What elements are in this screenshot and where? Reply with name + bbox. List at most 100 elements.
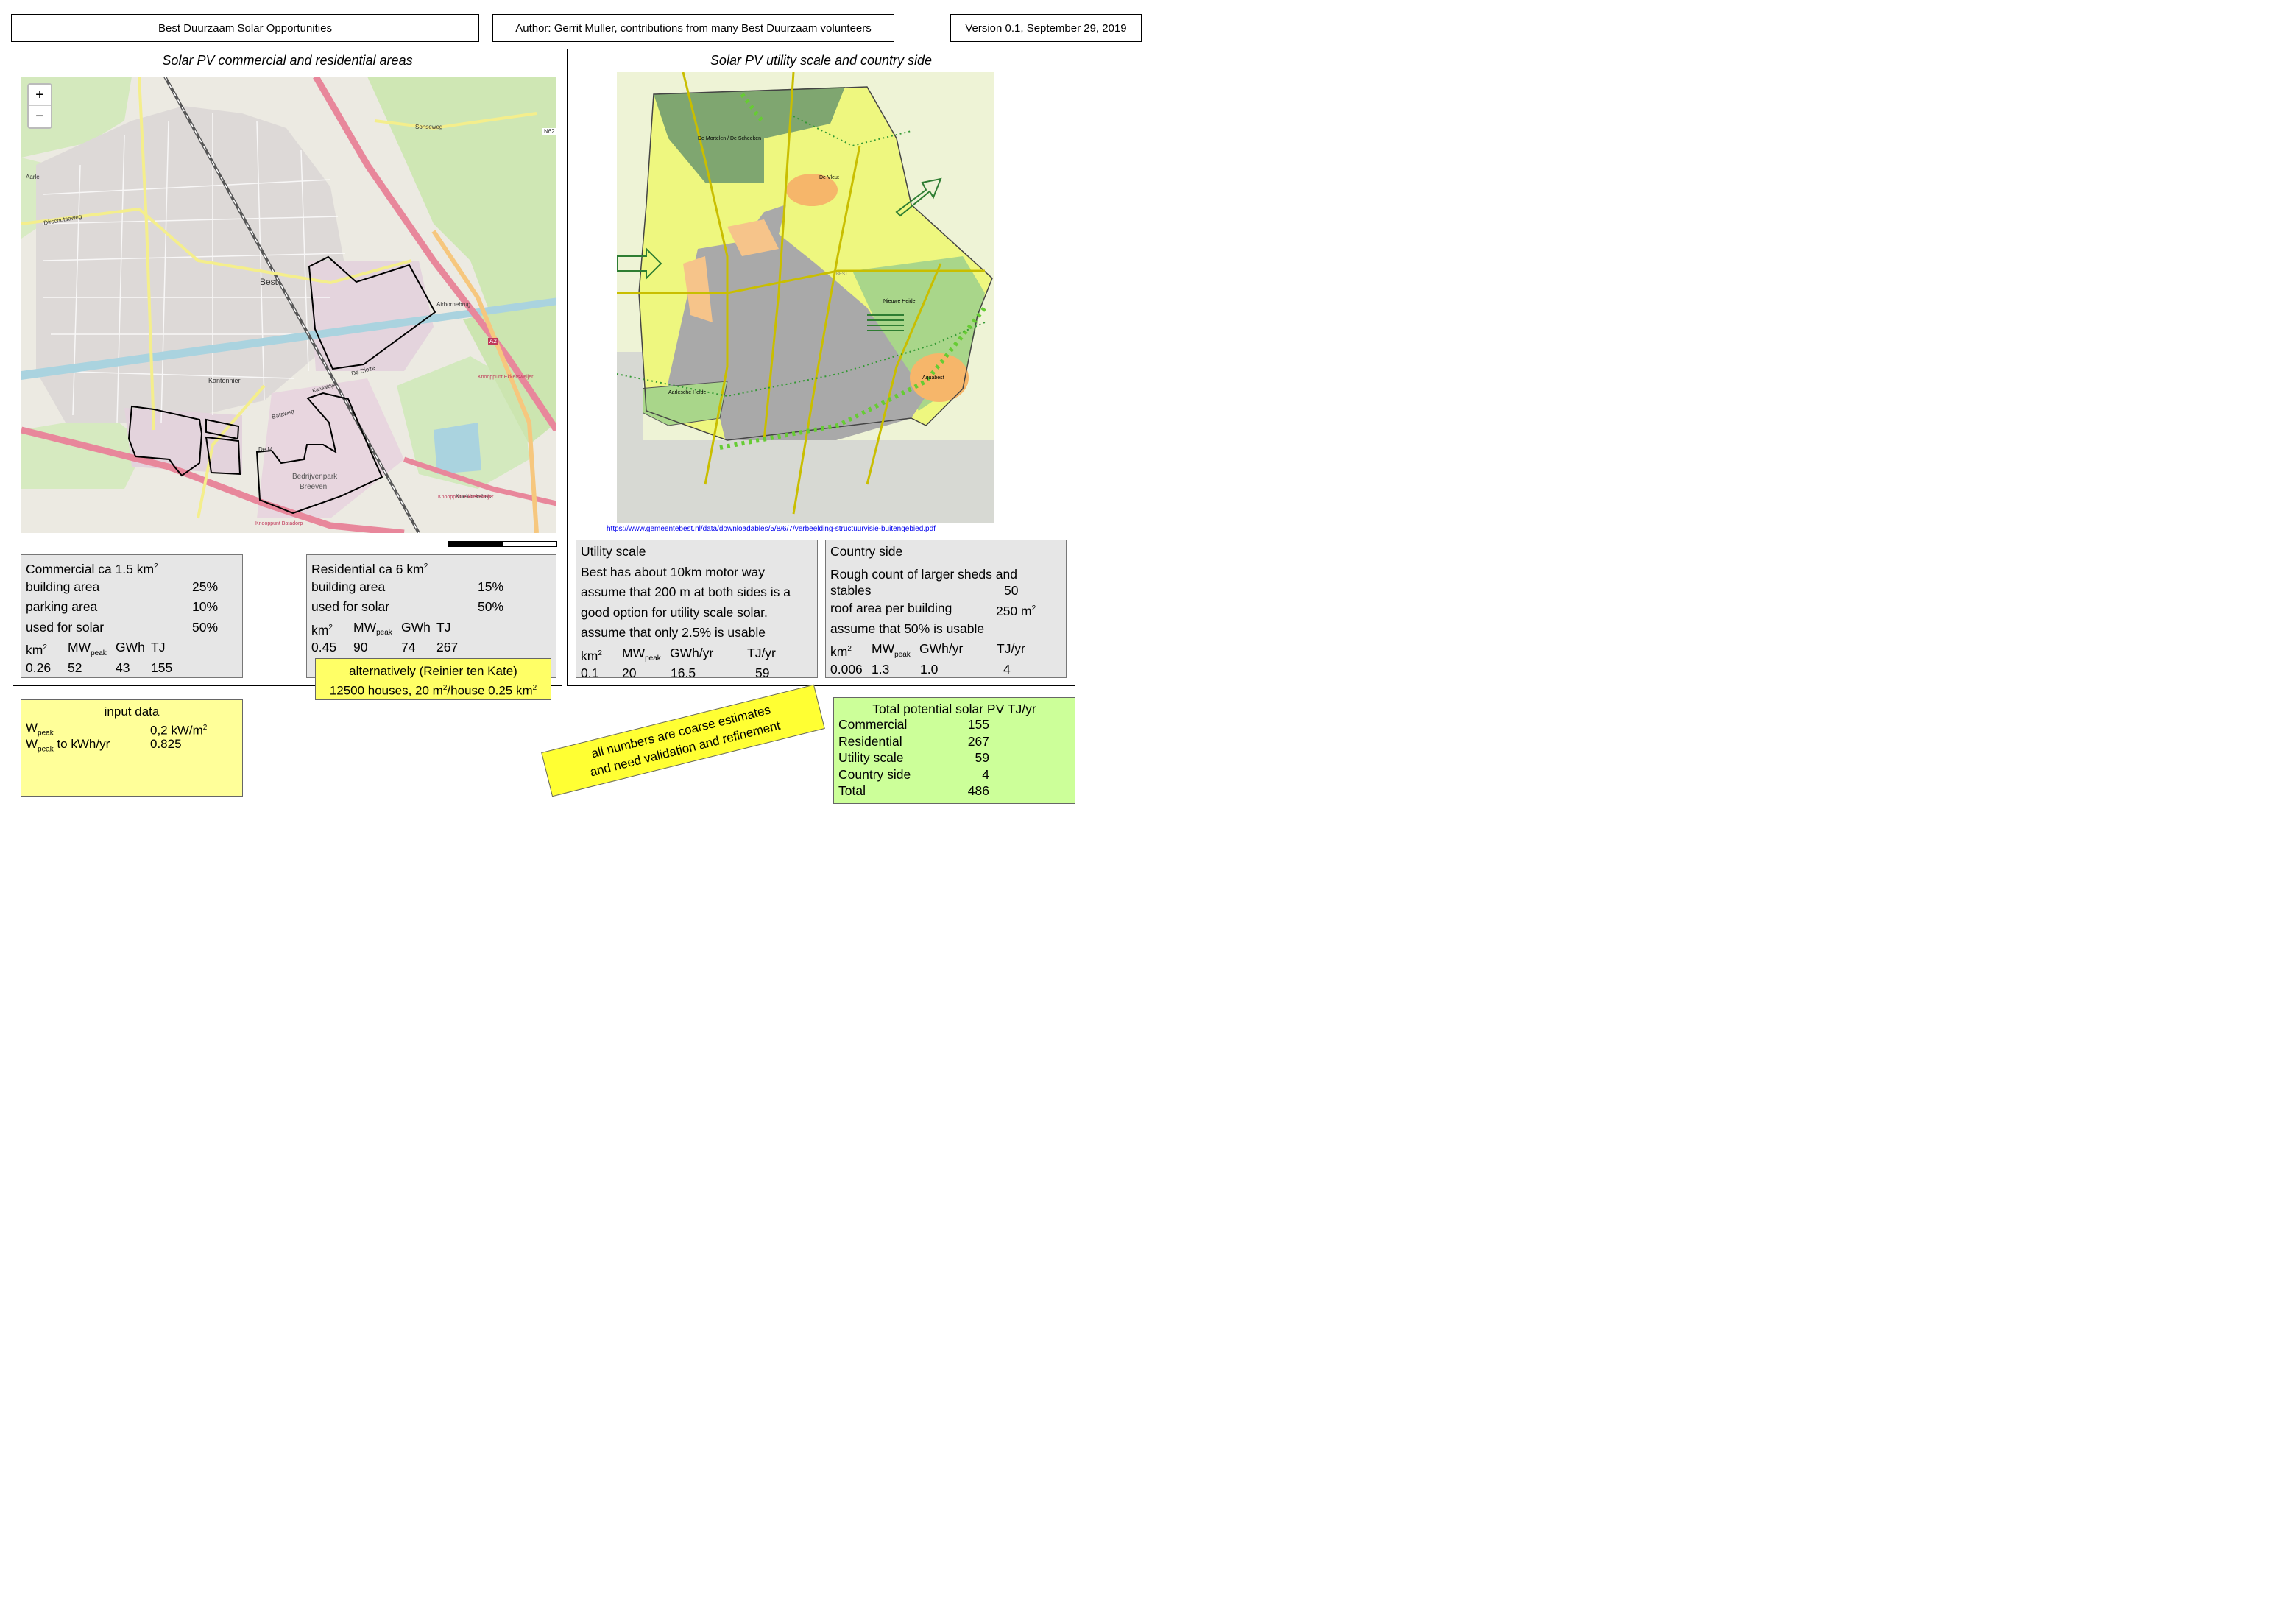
val-km: 0.26 [26, 660, 52, 675]
structure-vision-map[interactable]: De Mortelen / De Scheeken De Vleut Nieuw… [617, 72, 994, 523]
right-panel-title: Solar PV utility scale and country side [710, 53, 933, 68]
alternative-line-1: alternatively (Reinier ten Kate) [349, 664, 517, 678]
country-line: stables [830, 583, 872, 598]
map-label-sonseweg: Sonseweg [415, 124, 443, 130]
map-label-de-m: De M [258, 446, 273, 453]
val-gwh: 43 [116, 660, 130, 675]
val-mw: 1.3 [872, 661, 890, 677]
val-tj: 267 [436, 640, 459, 654]
zoom-in-button[interactable]: + [29, 85, 51, 106]
commercial-residential-map[interactable]: + − Best Kantonnier Aarle Dirschotseweg … [21, 77, 556, 533]
country-line: Rough count of larger sheds and [830, 566, 1017, 582]
col-km: km2 [581, 648, 602, 663]
residential-row-value: 15% [478, 579, 504, 594]
map-label-kantonnier: Kantonnier [208, 377, 241, 384]
wpeak-value: 0,2 kW/m2 [150, 723, 208, 738]
commercial-row-value: 10% [192, 599, 219, 614]
total-row-label: Total [838, 783, 866, 798]
utility-line: assume that only 2.5% is usable [581, 625, 766, 640]
total-row-label: Residential [838, 733, 902, 749]
col-tj: TJ [151, 640, 166, 654]
total-row-value: 59 [975, 750, 989, 765]
source-link[interactable]: https://www.gemeentebest.nl/data/downloa… [607, 525, 936, 533]
total-row-label: Commercial [838, 717, 908, 732]
map-label-aquabest: Aquabest [922, 375, 944, 381]
val-km: 0.45 [311, 640, 337, 654]
document-title: Best Duurzaam Solar Opportunities [11, 14, 479, 42]
val-km: 0.006 [830, 661, 863, 677]
col-tj: TJ/yr [747, 645, 776, 660]
street-map-graphic [21, 77, 556, 533]
val-mw: 20 [622, 666, 637, 680]
total-row-value: 4 [982, 766, 989, 782]
col-km: km2 [26, 642, 47, 657]
col-gwh: GWh/yr [670, 645, 714, 660]
commercial-row-value: 50% [192, 619, 219, 635]
map-label-aarlesche-heide: Aarlesche Heide [668, 390, 707, 395]
val-km: 0.1 [581, 666, 599, 680]
col-gwh: GWh [401, 619, 431, 635]
total-row-value: 267 [967, 733, 989, 749]
total-row-label: Utility scale [838, 750, 904, 765]
country-value: 250 m2 [996, 603, 1036, 618]
residential-box: Residential ca 6 km2 building area 15% us… [306, 554, 556, 678]
val-gwh: 74 [401, 640, 416, 654]
structure-vision-graphic [617, 72, 994, 523]
col-gwh: GWh [116, 640, 145, 654]
map-label-best: BEST [836, 272, 848, 277]
map-label-bedrijvenpark: Bedrijvenpark [292, 473, 338, 481]
commercial-row-value: 25% [192, 579, 219, 594]
alternative-line-2: 12500 houses, 20 m2/house 0.25 km2 [329, 683, 537, 698]
utility-line: good option for utility scale solar. [581, 604, 768, 620]
input-data-title: input data [104, 705, 160, 719]
map-label-koekoeksbos: Koekoeksbos [456, 493, 492, 500]
zoom-control: + − [27, 83, 52, 129]
conversion-value: 0.825 [150, 737, 182, 751]
utility-title: Utility scale [581, 544, 646, 559]
author-line: Author: Gerrit Muller, contributions fro… [492, 14, 894, 42]
utility-line: assume that 200 m at both sides is a [581, 585, 791, 599]
utility-scale-box: Utility scale Best has about 10km motor … [576, 540, 818, 680]
total-row-value: 486 [967, 783, 989, 798]
map-label-airbornebrug: Airbornebrug [436, 301, 471, 308]
version-line: Version 0.1, September 29, 2019 [950, 14, 1142, 42]
residential-title: Residential ca 6 km2 [311, 561, 428, 576]
country-side-box: Country side Rough count of larger sheds… [825, 540, 1067, 678]
val-gwh: 16.5 [671, 666, 696, 680]
col-tj: TJ/yr [997, 641, 1025, 656]
utility-line: Best has about 10km motor way [581, 564, 765, 579]
map-label-ekkersweijer-bottom: Knooppunt Ekkersweijer [438, 495, 494, 500]
col-tj: TJ [436, 619, 451, 635]
map-label-a2: A2 [488, 338, 498, 345]
map-label-breeven: Breeven [300, 483, 328, 491]
country-title: Country side [830, 544, 903, 559]
map-label-vleut: De Vleut [819, 175, 839, 180]
map-label-ekkersweijer-top: Knooppunt Ekkersweijer [478, 375, 534, 380]
col-km: km2 [311, 622, 333, 638]
val-mw: 52 [68, 660, 82, 675]
col-mw: MWpeak [68, 640, 107, 657]
coarse-estimates-note: all numbers are coarse estimates and nee… [541, 684, 825, 797]
commercial-box: Commercial ca 1.5 km2 building area 25% p… [21, 554, 243, 678]
val-tj: 4 [1003, 661, 1011, 677]
total-row-value: 155 [967, 717, 989, 732]
val-tj: 59 [755, 666, 770, 680]
map-label-mortelen: De Mortelen / De Scheeken [698, 136, 761, 141]
left-panel-title: Solar PV commercial and residential area… [162, 53, 413, 68]
input-data-box: input data Wpeak 0,2 kW/m2 Wpeak to kWh/… [21, 699, 243, 797]
map-label-aarle: Aarle [26, 174, 40, 180]
map-label-best: Best [260, 277, 278, 287]
col-mw: MWpeak [872, 641, 911, 659]
zoom-out-button[interactable]: − [35, 108, 44, 124]
col-gwh: GWh/yr [919, 641, 964, 656]
col-km: km2 [830, 643, 852, 659]
map-label-n62: N62 [542, 128, 556, 135]
val-mw: 90 [353, 640, 368, 654]
alternative-estimate-box: alternatively (Reinier ten Kate) 12500 h… [315, 658, 551, 700]
wpeak-label: Wpeak [26, 721, 54, 738]
map-scale-bar [448, 541, 557, 547]
val-gwh: 1.0 [920, 661, 939, 677]
val-tj: 155 [151, 660, 173, 675]
residential-row-label: used for solar [311, 599, 390, 614]
total-potential-box: Total potential solar PV TJ/yr Commercia… [833, 697, 1075, 804]
